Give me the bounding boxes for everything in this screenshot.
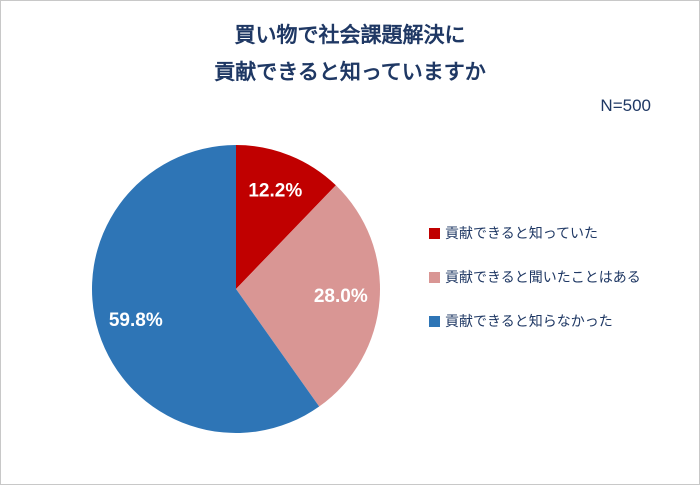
pie-data-label-2: 59.8% — [109, 310, 163, 331]
sample-size-label: N=500 — [600, 96, 651, 115]
legend: 貢献できると知っていた 貢献できると聞いたことはある 貢献できると知らなかった — [429, 223, 641, 331]
pie-data-label-0: 12.2% — [248, 181, 302, 202]
chart-title: 買い物で社会課題解決に 貢献できると知っていますか — [1, 17, 699, 91]
legend-label: 貢献できると知らなかった — [445, 313, 613, 329]
pie-data-label-1: 28.0% — [314, 286, 368, 307]
legend-label: 貢献できると聞いたことはある — [445, 269, 641, 285]
chart-title-line2: 貢献できると知っていますか — [214, 61, 486, 84]
legend-item-heard: 貢献できると聞いたことはある — [429, 267, 641, 287]
legend-item-knew: 貢献できると知っていた — [429, 223, 641, 243]
chart-title-line1: 買い物で社会課題解決に — [234, 24, 466, 47]
pie-chart-svg: 12.2% 28.0% 59.8% — [91, 145, 380, 433]
pie-slice-2 — [91, 145, 320, 433]
pie-chart: 12.2% 28.0% 59.8% — [91, 144, 381, 434]
pie-slice-1 — [236, 185, 380, 407]
pie-slice-0 — [236, 145, 336, 289]
legend-swatch — [429, 227, 440, 239]
legend-swatch — [429, 271, 440, 283]
legend-swatch — [429, 315, 440, 327]
legend-item-didnt-know: 貢献できると知らなかった — [429, 311, 641, 331]
legend-label: 貢献できると知っていた — [445, 225, 599, 241]
